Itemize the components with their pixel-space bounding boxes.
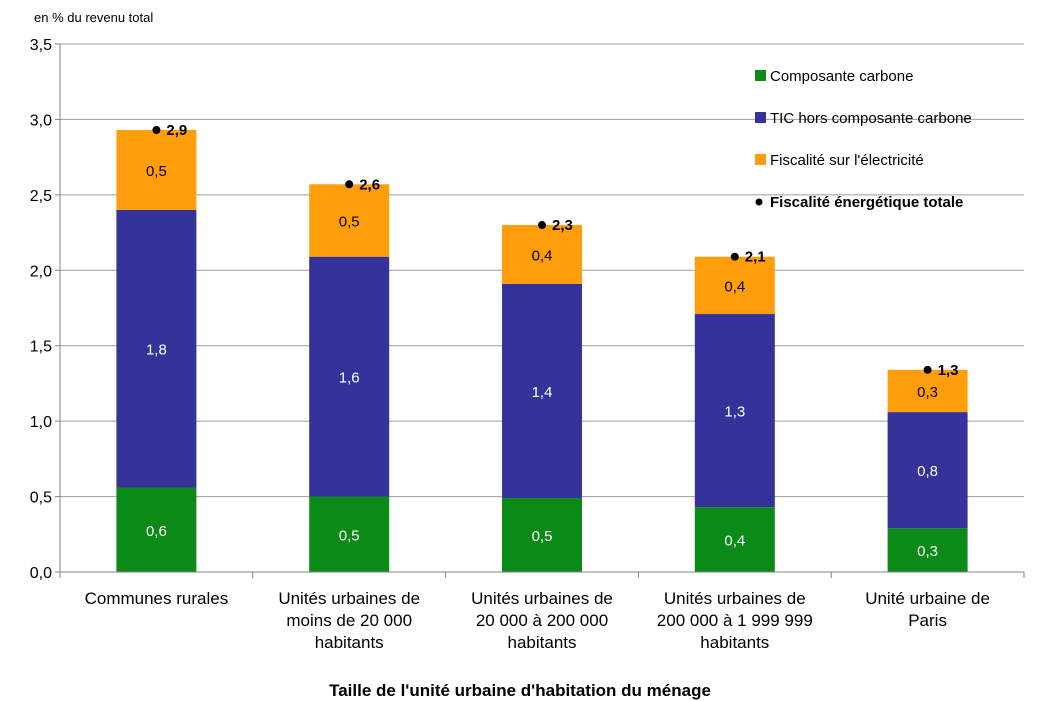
legend-label: Fiscalité énergétique totale	[770, 194, 963, 211]
category-label: Unité urbaine de	[865, 589, 990, 608]
total-value-label: 2,6	[359, 176, 380, 193]
y-tick-label: 0,0	[30, 565, 52, 582]
x-axis-title: Taille de l'unité urbaine d'habitation d…	[329, 681, 711, 700]
segment-value-label: 0,8	[917, 463, 938, 480]
unit-label: en % du revenu total	[34, 10, 153, 25]
legend-marker	[755, 198, 763, 206]
y-tick-label: 1,5	[30, 339, 52, 356]
total-value-label: 2,3	[552, 217, 573, 234]
bar-segment	[887, 369, 968, 413]
bars: 0,6 1,8 0,5 2,9 0,5 1,6 0,5 2,6 0,5 1,4 0,4 2,3 0,4 1…	[116, 122, 968, 572]
legend-swatch	[755, 112, 766, 123]
y-tick-label: 2,0	[30, 263, 52, 280]
category-label: Communes rurales	[85, 589, 229, 608]
legend-label: Fiscalité sur l'électricité	[770, 152, 924, 169]
bar-segment	[694, 314, 775, 508]
category-label: habitants	[508, 633, 577, 652]
bar-segment	[502, 283, 582, 499]
bar-segment	[694, 507, 775, 572]
category-label: 200 000 à 1 999 999	[657, 611, 813, 630]
segment-value-label: 0,6	[146, 523, 167, 540]
bar-segment	[309, 256, 390, 497]
total-marker	[923, 365, 932, 374]
segment-value-label: 1,4	[532, 384, 553, 401]
total-value-label: 2,1	[745, 249, 766, 266]
y-axis: 0,0 0,5 1,0 1,5 2,0 2,5 3,0 3,5	[30, 37, 61, 582]
bar-segment	[116, 209, 197, 488]
category-label: habitants	[315, 633, 384, 652]
bar-segment	[309, 184, 390, 257]
category-label: Unités urbaines de	[278, 589, 420, 608]
legend-label: TIC hors composante carbone	[770, 110, 972, 127]
segment-value-label: 0,5	[339, 214, 360, 231]
segment-value-label: 1,8	[146, 342, 167, 359]
category-label: moins de 20 000	[286, 611, 412, 630]
bar-segment	[309, 496, 390, 572]
y-tick-label: 2,5	[30, 188, 52, 205]
total-value-label: 1,3	[938, 362, 959, 379]
legend-swatch	[755, 70, 766, 81]
segment-value-label: 1,3	[724, 404, 745, 421]
segment-value-label: 0,4	[532, 247, 553, 264]
category-label: Paris	[908, 611, 947, 630]
y-tick-label: 1,0	[30, 414, 52, 431]
y-tick-label: 0,5	[30, 490, 52, 507]
legend: Composante carbone TIC hors composante ca…	[755, 68, 972, 211]
segment-value-label: 0,3	[917, 384, 938, 401]
bar-segment	[502, 498, 582, 572]
segment-value-label: 0,5	[146, 163, 167, 180]
category-label: Unités urbaines de	[664, 589, 806, 608]
y-tick-label: 3,5	[30, 37, 52, 54]
segment-value-label: 0,5	[532, 528, 553, 545]
category-label: Unités urbaines de	[471, 589, 613, 608]
bar-segment	[887, 412, 968, 529]
segment-value-label: 0,5	[339, 527, 360, 544]
segment-value-label: 1,6	[339, 370, 360, 387]
bar-segment	[116, 129, 197, 210]
bar-segment	[116, 487, 197, 572]
bar-segment	[502, 225, 582, 284]
segment-value-label: 0,3	[917, 543, 938, 560]
total-marker	[730, 252, 739, 261]
legend-swatch	[755, 154, 766, 165]
legend-label: Composante carbone	[770, 68, 913, 85]
segment-value-label: 0,4	[724, 533, 745, 550]
total-marker	[152, 125, 161, 134]
bar-segment	[694, 256, 775, 315]
category-label: habitants	[700, 633, 769, 652]
bar-segment	[887, 528, 968, 572]
x-axis: Communes rurales Unités urbaines de moins …	[59, 571, 1025, 652]
total-value-label: 2,9	[166, 122, 187, 139]
category-label: 20 000 à 200 000	[476, 611, 608, 630]
segment-value-label: 0,4	[724, 278, 745, 295]
y-tick-label: 3,0	[30, 112, 52, 129]
total-marker	[538, 221, 546, 230]
total-marker	[345, 180, 354, 189]
